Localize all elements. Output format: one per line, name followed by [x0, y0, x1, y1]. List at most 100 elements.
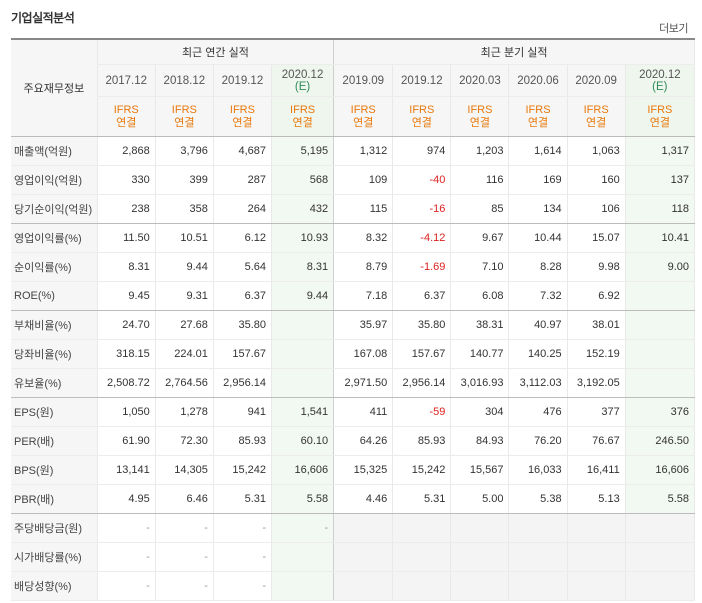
table-cell: 106: [567, 194, 626, 224]
accounting-standard: IFRS 연결: [508, 96, 568, 137]
table-cell: 76.20: [508, 426, 568, 456]
financial-table: 주요재무정보 최근 연간 실적 최근 분기 실적 2017.12 2018.12 2…: [11, 38, 696, 601]
table-cell: 13,141: [97, 455, 156, 485]
table-row: 주당배당금(원) - - - -: [11, 513, 696, 543]
table-cell: 318.15: [97, 339, 156, 369]
table-cell: 3,796: [155, 136, 214, 166]
table-cell: [508, 571, 568, 601]
table-cell: 6.37: [213, 281, 273, 311]
table-cell: 152.19: [567, 339, 626, 369]
table-cell: 7.18: [333, 281, 394, 311]
table-cell: 16,411: [567, 455, 626, 485]
row-label: PBR(배): [11, 484, 98, 514]
table-cell: 358: [155, 194, 214, 224]
row-label: 당좌비율(%): [11, 339, 98, 369]
table-cell: 5.58: [271, 484, 335, 514]
table-cell: 287: [213, 165, 273, 195]
table-cell: [333, 571, 394, 601]
table-cell: 5.31: [392, 484, 452, 514]
table-cell: 60.10: [271, 426, 335, 456]
period-label: 2019.12: [221, 74, 264, 87]
table-row: BPS(원) 13,141 14,305 15,242 16,606 15,325 15,2…: [11, 455, 696, 485]
period-header: 2018.12: [155, 64, 214, 97]
table-cell: 2,868: [97, 136, 156, 166]
section-title: 기업실적분석: [11, 11, 75, 25]
table-cell: 16,606: [271, 455, 335, 485]
accounting-standard: IFRS 연결: [392, 96, 452, 137]
table-cell: 64.26: [333, 426, 394, 456]
table-cell: 399: [155, 165, 214, 195]
row-label: EPS(원): [11, 397, 98, 427]
table-cell: 169: [508, 165, 568, 195]
table-cell: 167.08: [333, 339, 394, 369]
period-label: 2019.12: [401, 74, 443, 87]
consolidation-label: 연결: [232, 116, 253, 129]
table-cell: 5.58: [625, 484, 696, 514]
period-label: 2020.03: [459, 74, 501, 87]
table-cell: 9.67: [450, 223, 510, 253]
table-cell: 15,242: [213, 455, 273, 485]
row-label: PER(배): [11, 426, 98, 456]
table-cell: 2,508.72: [97, 368, 156, 398]
table-cell: 9.00: [625, 252, 696, 282]
table-cell: 16,033: [508, 455, 568, 485]
standard-label: IFRS: [350, 103, 376, 116]
table-cell: 377: [567, 397, 626, 427]
table-cell: 157.67: [392, 339, 452, 369]
table-cell: 1,278: [155, 397, 214, 427]
standard-label: IFRS: [229, 103, 255, 116]
table-cell: 1,063: [567, 136, 626, 166]
row-label: 부채비율(%): [11, 310, 98, 340]
table-cell: [567, 542, 626, 572]
estimate-marker: (E): [294, 80, 311, 93]
row-label: 순이익률(%): [11, 252, 98, 282]
table-cell: 76.67: [567, 426, 626, 456]
table-cell: 9.44: [155, 252, 214, 282]
table-row: 영업이익률(%) 11.50 10.51 6.12 10.93 8.32 -4.12 9.67…: [11, 223, 696, 253]
consolidation-label: 연결: [292, 116, 313, 129]
accounting-standard: IFRS 연결: [333, 96, 394, 137]
table-cell: -: [213, 513, 273, 543]
table-cell: 411: [333, 397, 394, 427]
table-cell: [333, 542, 394, 572]
table-cell: 2,971.50: [333, 368, 394, 398]
period-header: 2020.03: [450, 64, 510, 97]
table-cell: 6.37: [392, 281, 452, 311]
table-cell: 4,687: [213, 136, 273, 166]
row-label: 당기순이익(억원): [11, 194, 98, 224]
period-header: 2020.09: [567, 64, 626, 97]
table-cell: 1,050: [97, 397, 156, 427]
table-cell: [271, 571, 335, 601]
table-row: 당좌비율(%) 318.15 224.01 157.67 167.08 157.67 140…: [11, 339, 696, 369]
table-cell: 8.31: [97, 252, 156, 282]
table-cell: -: [155, 542, 214, 572]
table-cell: 9.31: [155, 281, 214, 311]
row-label: 주당배당금(원): [11, 513, 98, 543]
table-cell: 974: [392, 136, 452, 166]
period-label: 2020.12: [639, 68, 681, 81]
table-cell: 6.08: [450, 281, 510, 311]
table-cell: [625, 339, 696, 369]
consolidation-label: 연결: [411, 116, 432, 129]
annual-header: 최근 연간 실적: [97, 38, 335, 65]
table-cell: 2,764.56: [155, 368, 214, 398]
table-cell: 10.93: [271, 223, 335, 253]
table-cell: 304: [450, 397, 510, 427]
table-cell: -40: [392, 165, 452, 195]
table-cell: 35.80: [213, 310, 273, 340]
table-cell: 35.80: [392, 310, 452, 340]
estimate-marker: (E): [652, 80, 668, 93]
table-cell: 5.64: [213, 252, 273, 282]
standard-label: IFRS: [290, 103, 316, 116]
table-cell: 941: [213, 397, 273, 427]
table-cell: 432: [271, 194, 335, 224]
more-link[interactable]: 더보기: [659, 22, 688, 35]
table-cell: [625, 571, 696, 601]
table-cell: 7.10: [450, 252, 510, 282]
row-label: ROE(%): [11, 281, 98, 311]
table-row: 영업이익(억원) 330 399 287 568 109 -40 116 169 160 137: [11, 165, 696, 195]
table-cell: 1,203: [450, 136, 510, 166]
table-cell: 85.93: [213, 426, 273, 456]
table-cell: [625, 281, 696, 311]
consolidation-label: 연결: [469, 116, 491, 129]
